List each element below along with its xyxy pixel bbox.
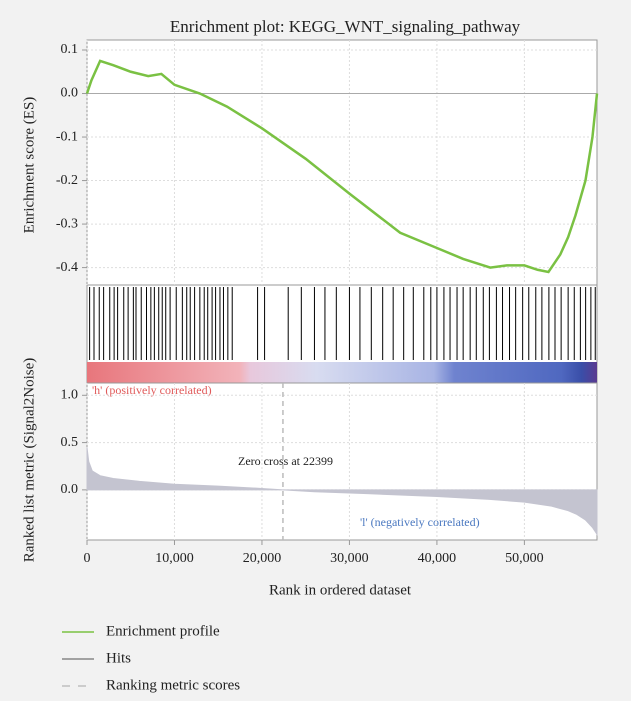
y-tick-label: 0.0 xyxy=(61,86,79,101)
x-tick-label: 40,000 xyxy=(418,551,457,566)
y-tick-label: -0.2 xyxy=(56,173,78,188)
chart-title: Enrichment plot: KEGG_WNT_signaling_path… xyxy=(170,17,521,36)
x-tick-label: 0 xyxy=(84,551,91,566)
x-tick-label: 50,000 xyxy=(505,551,544,566)
y-tick-label: -0.4 xyxy=(56,260,78,275)
legend-label: Enrichment profile xyxy=(106,623,220,639)
y-tick-label: -0.1 xyxy=(56,129,78,144)
y-tick-label: 1.0 xyxy=(61,388,79,403)
legend-label: Ranking metric scores xyxy=(106,677,240,693)
es-line xyxy=(85,59,599,274)
plot-frame xyxy=(86,39,598,541)
x-tick-label: 10,000 xyxy=(155,551,194,566)
y-tick-label: -0.3 xyxy=(56,216,78,231)
annotation: 'h' (positively correlated) xyxy=(92,383,212,397)
y-tick-label: 0.0 xyxy=(61,482,79,497)
metric-area xyxy=(86,447,598,536)
rank-color-bar xyxy=(87,362,597,383)
legend-label: Hits xyxy=(106,650,131,666)
annotation: Zero cross at 22399 xyxy=(238,454,333,468)
y-tick-label: 0.1 xyxy=(61,42,79,57)
y-axis-label: Enrichment score (ES) xyxy=(21,97,37,234)
annotation: 'l' (negatively correlated) xyxy=(360,515,480,529)
x-axis-label: Rank in ordered dataset xyxy=(269,582,412,598)
y-axis-label: Ranked list metric (Signal2Noise) xyxy=(21,358,37,563)
y-tick-label: 0.5 xyxy=(61,435,79,450)
x-tick-label: 30,000 xyxy=(330,551,369,566)
x-tick-label: 20,000 xyxy=(243,551,282,566)
